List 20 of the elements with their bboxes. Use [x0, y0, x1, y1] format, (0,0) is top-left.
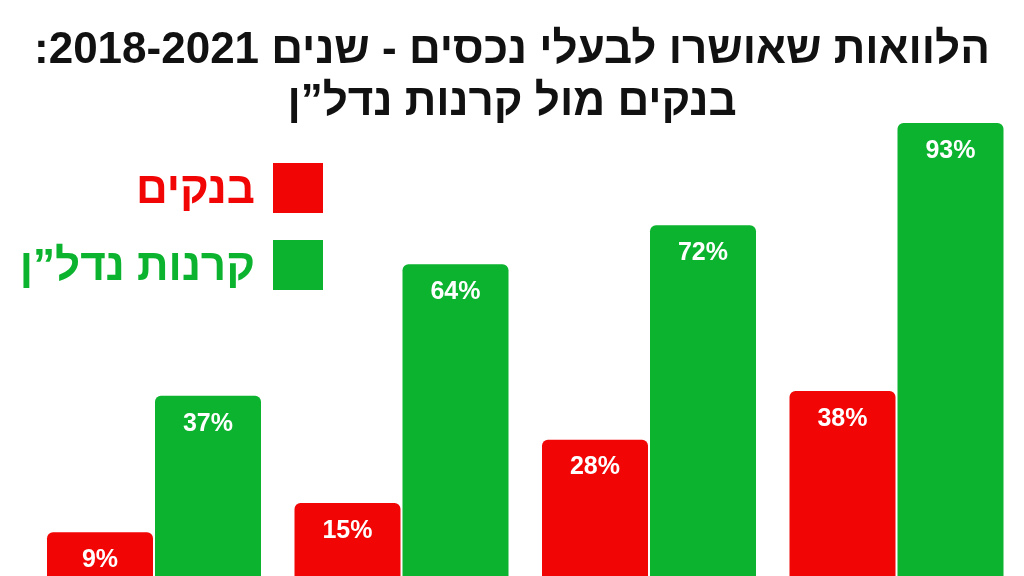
- bar: [47, 532, 153, 576]
- bar: [789, 390, 896, 576]
- data-label: 15%: [322, 514, 373, 543]
- data-label: 37%: [182, 407, 234, 436]
- bar: [897, 123, 1004, 576]
- chart-subtitle: בנקים מול קרנות נדל”ן: [286, 74, 738, 126]
- data-label: 93%: [925, 134, 976, 163]
- chart-title: הלוואות שאושרו לבעלי נכסים - שנים 2018-2021:: [33, 22, 991, 74]
- data-label: 64%: [430, 276, 481, 305]
- legend-label: בנקים: [135, 163, 255, 213]
- bar: [542, 439, 648, 576]
- bar: [294, 502, 401, 576]
- data-label: 38%: [817, 402, 868, 431]
- data-label: 28%: [569, 451, 621, 480]
- data-label: 72%: [677, 237, 729, 266]
- bar: [650, 225, 756, 576]
- bar: [155, 395, 261, 576]
- bar: [402, 264, 509, 576]
- data-label: 9%: [81, 543, 119, 572]
- legend-label: קרנות נדל”ן: [19, 240, 255, 290]
